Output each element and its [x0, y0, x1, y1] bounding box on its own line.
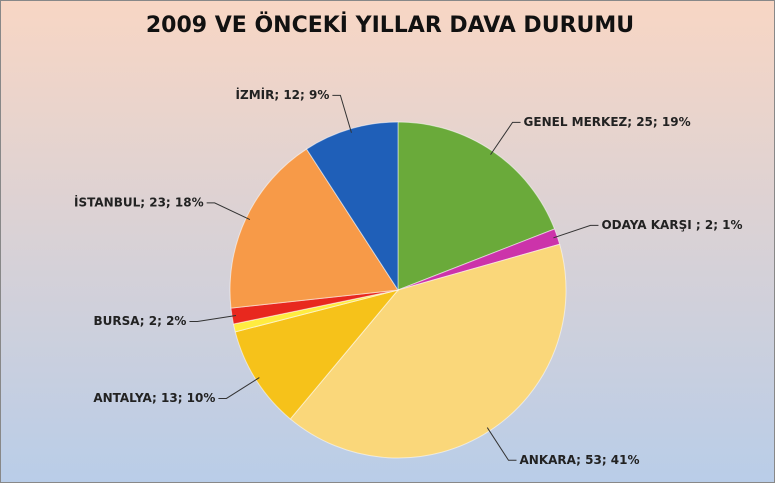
slice-label: İSTANBUL; 23; 18% [74, 194, 204, 209]
slice-label: BURSA; 2; 2% [93, 314, 186, 328]
leader-line [206, 202, 251, 221]
slice-label: GENEL MERKEZ; 25; 19% [524, 115, 691, 129]
slice-label: ODAYA KARŞI ; 2; 1% [601, 218, 742, 232]
leader-line [189, 314, 237, 323]
chart-title: 2009 VE ÖNCEKİ YILLAR DAVA DURUMU [146, 12, 634, 38]
leader-line [218, 377, 260, 399]
leader-line [490, 121, 521, 155]
slice-label: ANKARA; 53; 41% [519, 453, 639, 467]
leader-line [553, 224, 599, 239]
leader-line [332, 94, 352, 133]
leader-line [486, 427, 517, 461]
slice-label: İZMİR; 12; 9% [236, 87, 330, 102]
slice-label: ANTALYA; 13; 10% [93, 391, 215, 405]
